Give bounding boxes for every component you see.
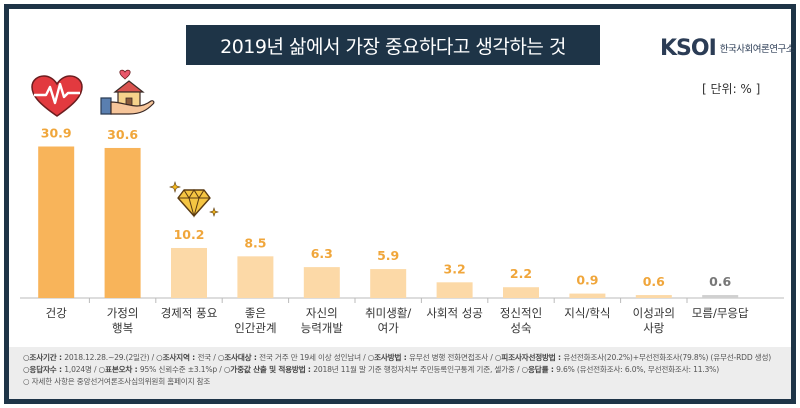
footnote-item: ○조사대상 : 전국 거주 만 19세 이상 성인남녀 <box>217 353 361 362</box>
bar <box>569 293 606 298</box>
ksoi-logo: KSOI 한국사회여론연구소 <box>660 33 794 63</box>
bar-value-label: 0.6 <box>709 274 731 289</box>
category-label: 이성과의 <box>633 306 675 320</box>
bar <box>436 282 473 298</box>
bar-value-label: 0.9 <box>576 273 598 288</box>
category-label: 가정의 <box>107 306 139 320</box>
category-label: 모름/무응답 <box>692 306 749 320</box>
category-label: 사랑 <box>643 321 665 335</box>
footnote-item: ○표본오차 : 95% 신뢰수준 ±3.1%p <box>98 365 218 374</box>
footnote-item: ○조사방법 : 유무선 병행 전화면접조사 <box>367 353 489 362</box>
footnote-item: ○응답률 : 9.6% (유선전화조사: 6.0%, 무선전화조사: 11.3%… <box>521 365 720 374</box>
category-label: 건강 <box>46 306 68 320</box>
bar <box>370 269 407 298</box>
category-label: 인간관계 <box>234 321 276 335</box>
footnote-item: ○가중값 산출 및 적용방법 : 2018년 11월 말 기준 행정자치부 주민… <box>223 365 515 374</box>
bar-value-label: 2.2 <box>510 266 532 281</box>
footnote-item: ○조사기간 : 2018.12.28.~29.(2일간) <box>23 353 150 362</box>
bar-value-label: 10.2 <box>174 227 205 242</box>
footnote-line: ○응답자수 : 1,024명 / ○표본오차 : 95% 신뢰수준 ±3.1%p… <box>23 365 720 374</box>
bar-value-label: 6.3 <box>311 246 333 261</box>
bar-value-label: 30.6 <box>107 127 138 142</box>
category-label: 성숙 <box>510 321 531 335</box>
category-label: 지식/학식 <box>564 306 610 320</box>
category-label: 자신의 <box>306 306 338 320</box>
category-label: 정신적인 <box>500 306 542 320</box>
unit-label: [ 단위: % ] <box>702 82 761 96</box>
bar-value-label: 3.2 <box>444 261 466 276</box>
icons-layer <box>31 69 219 218</box>
bar-value-label: 5.9 <box>377 248 399 263</box>
heart-pulse-icon <box>31 75 83 117</box>
footnote-item: ○응답자수 : 1,024명 <box>23 365 92 374</box>
bar <box>303 267 340 298</box>
footnote-item: ○피조사자선정방법 : 유선전화조사(20.2%)+무선전화조사(79.8%) … <box>494 353 772 362</box>
category-label: 경제적 풍요 <box>161 306 218 320</box>
category-label: 능력개발 <box>301 321 344 335</box>
bar <box>237 256 274 298</box>
bar <box>635 295 672 298</box>
bar-value-label: 0.6 <box>643 274 665 289</box>
footnote-item: ○조사지역 : 전국 <box>156 353 212 362</box>
bar-value-label: 30.9 <box>41 125 72 140</box>
bar-value-label: 8.5 <box>244 235 266 250</box>
footnote-note: ○ 자세한 사항은 중앙선거여론조사심의위원회 홈페이지 참조 <box>23 377 211 386</box>
house-in-hand-icon <box>100 69 155 115</box>
bar <box>503 287 539 298</box>
logo-text: 한국사회여론연구소 <box>719 44 795 55</box>
category-label: 행복 <box>112 321 133 335</box>
bar <box>702 295 739 298</box>
page-title: 2019년 삶에서 가장 중요하다고 생각하는 것 <box>186 25 600 65</box>
category-label: 여가 <box>378 321 400 335</box>
category-label: 사회적 성공 <box>426 306 483 320</box>
footnote-line: ○조사기간 : 2018.12.28.~29.(2일간) / ○조사지역 : 전… <box>23 353 772 362</box>
category-label: 취미생활/ <box>365 306 411 320</box>
logo-mark: KSOI <box>660 35 717 61</box>
category-label: 좋은 <box>245 306 266 320</box>
bar <box>104 147 141 298</box>
bar <box>38 146 75 298</box>
bar <box>171 247 207 298</box>
diamond-icon <box>169 181 219 218</box>
survey-footnote: ○조사기간 : 2018.12.28.~29.(2일간) / ○조사지역 : 전… <box>4 347 796 404</box>
